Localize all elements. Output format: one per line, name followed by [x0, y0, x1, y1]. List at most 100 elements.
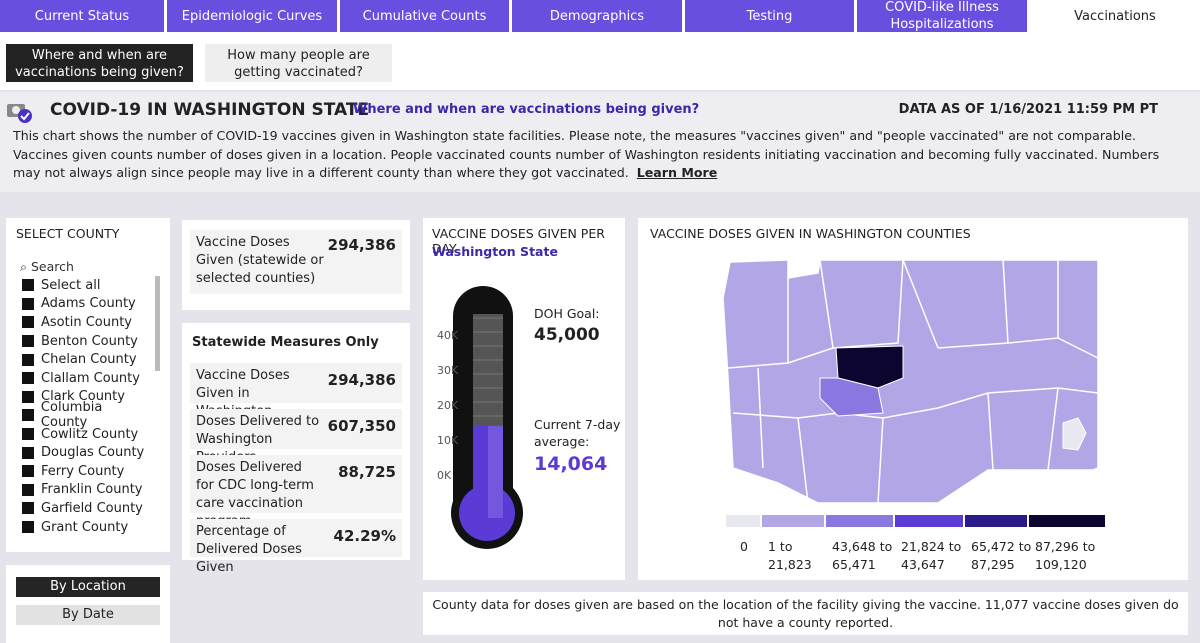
tick-label: 10K [437, 434, 459, 447]
scrollbar [155, 276, 160, 371]
subnav-button[interactable]: Where and when are vaccinations being gi… [6, 44, 193, 82]
tab[interactable]: COVID-like Illness Hospitalizations [857, 0, 1027, 32]
level-fill [473, 425, 503, 518]
county-name: Ferry County [41, 463, 125, 479]
summary-label: Vaccine Doses Given (statewide or select… [196, 235, 324, 286]
toggle-button[interactable]: By Location [16, 577, 160, 597]
county-item[interactable]: Grant County [22, 518, 152, 537]
checkbox [22, 279, 34, 292]
thermometer-card: VACCINE DOSES GIVEN PER DAY Washington S… [423, 218, 625, 580]
legend-label: 43,648 to 65,471 [832, 539, 893, 572]
legend-swatch [1029, 515, 1105, 527]
tick-label: 30K [437, 364, 459, 377]
tab[interactable]: Cumulative Counts [340, 0, 509, 32]
county-item[interactable]: Select all [22, 276, 152, 295]
county-name: Clark County [41, 389, 125, 405]
average-label: Current 7-day average: [534, 417, 621, 449]
learn-more-link[interactable]: Learn More [636, 165, 718, 180]
tab[interactable]: Testing [685, 0, 854, 32]
county-item[interactable]: Clark County [22, 388, 152, 407]
legend-label: 21,824 to 43,647 [901, 539, 962, 572]
checkbox [22, 465, 34, 478]
county-highest [835, 345, 904, 389]
legend-label: 0 [740, 539, 748, 554]
header: COVID-19 IN WASHINGTON STATE Where and w… [0, 92, 1200, 192]
tick-label: 20K [437, 399, 459, 412]
statewide-card: Statewide Measures Only Vaccine Doses Gi… [182, 323, 410, 575]
legend-label: 1 to 21,823 [768, 539, 812, 572]
measure-value: 294,386 [327, 371, 396, 389]
subnav-button[interactable]: How many people are getting vaccinated? [205, 44, 392, 82]
checkbox [22, 316, 34, 329]
description: This chart shows the number of COVID-19 … [13, 127, 1168, 183]
legend-swatch [895, 515, 963, 527]
legend-label: 65,472 to 87,295 [971, 539, 1032, 572]
county-item[interactable]: Ferry County [22, 462, 152, 481]
measure-value: 88,725 [338, 463, 396, 481]
legend-swatch [965, 515, 1027, 527]
county-item[interactable]: Clallam County [22, 369, 152, 388]
tab[interactable]: Current Status [0, 0, 164, 32]
county-borders [727, 259, 1099, 504]
county-item[interactable]: Benton County [22, 332, 152, 351]
subtitle: Where and when are vaccinations being gi… [353, 102, 700, 117]
county-name: Asotin County [41, 314, 132, 330]
measure-value: 42.29% [333, 527, 396, 545]
county-name: Franklin County [41, 482, 143, 498]
goal-value: 45,000 [534, 325, 600, 345]
county-item[interactable]: Cowlitz County [22, 425, 152, 444]
county-name: Adams County [41, 296, 136, 312]
checkbox [22, 521, 34, 534]
county-item[interactable]: Columbia County [22, 400, 152, 430]
measure-row: Vaccine Doses Given in Washington294,386 [190, 363, 402, 419]
legend-swatch [826, 515, 893, 527]
county-item[interactable]: Asotin County [22, 313, 152, 332]
county-list: Select all Adams County Asotin County Bento… [22, 276, 152, 546]
map-title: VACCINE DOSES GIVEN IN WASHINGTON COUNTI… [650, 226, 971, 241]
checkbox [22, 353, 34, 366]
checkbox [22, 502, 34, 515]
summary-value: 294,386 [327, 236, 396, 254]
search-label: Search [30, 259, 74, 274]
goal-label: DOH Goal: [534, 306, 600, 321]
checkbox [22, 372, 34, 385]
county-name: Cowlitz County [41, 426, 139, 442]
checkbox [22, 428, 34, 441]
measure-row: Doses Delivered to Washington Providers6… [190, 409, 402, 465]
checkbox [22, 335, 34, 348]
county-item[interactable]: Adams County [22, 295, 152, 314]
county-filter: SELECT COUNTY ⌕ Search Select all Adams C… [6, 218, 170, 552]
county-name: Garfield County [41, 500, 143, 516]
tick-label: 0K [437, 469, 452, 482]
level-shade [488, 425, 503, 518]
tab[interactable]: Demographics [512, 0, 682, 32]
county-item[interactable]: Douglas County [22, 443, 152, 462]
county-name: Select all [41, 277, 101, 293]
tab[interactable]: Vaccinations [1030, 0, 1200, 32]
county-zero [1062, 417, 1087, 451]
county-item[interactable]: Chelan County [22, 350, 152, 369]
legend-swatch [762, 515, 824, 527]
footnote: County data for doses given are based on… [423, 592, 1188, 635]
state-outline [722, 259, 1099, 504]
measure-label: Percentage of Delivered Doses Given [196, 524, 302, 575]
filter-title: SELECT COUNTY [16, 226, 120, 241]
county-item[interactable]: Garfield County [22, 499, 152, 518]
toggle-button[interactable]: By Date [16, 605, 160, 625]
tab[interactable]: Epidemiologic Curves [167, 0, 337, 32]
average-value: 14,064 [534, 453, 608, 475]
thermometer: 0K 10K 20K 30K 40K [437, 286, 523, 549]
county-item[interactable]: Franklin County [22, 481, 152, 500]
county-name: Columbia County [40, 400, 103, 431]
map-card: VACCINE DOSES GIVEN IN WASHINGTON COUNTI… [638, 218, 1188, 580]
legend-swatch [726, 515, 760, 527]
search-box[interactable]: ⌕ Search [20, 259, 74, 274]
thermo-subtitle: Washington State [432, 244, 558, 259]
county-name: Clallam County [41, 370, 140, 386]
summary-card: Vaccine Doses Given (statewide or select… [182, 220, 410, 310]
statewide-title: Statewide Measures Only [192, 335, 379, 350]
county-name: Grant County [41, 519, 129, 535]
data-date: DATA AS OF 1/16/2021 11:59 PM PT [898, 102, 1158, 117]
view-toggle: By Location By Date [6, 565, 170, 643]
